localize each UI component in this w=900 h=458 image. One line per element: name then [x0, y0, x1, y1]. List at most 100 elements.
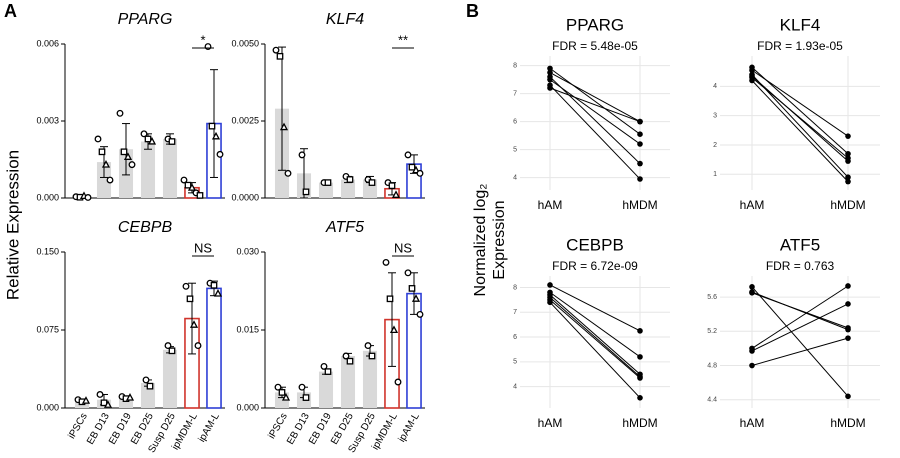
y-axis-label: Normalized log₂ [472, 184, 489, 297]
data-point [416, 169, 424, 177]
data-point [749, 290, 755, 296]
data-point [368, 352, 376, 360]
data-point [96, 391, 104, 398]
data-point [147, 136, 157, 145]
bar [206, 287, 222, 409]
bar [340, 179, 356, 198]
data-point [210, 281, 218, 289]
data-point [845, 158, 851, 164]
chart-subtitle: FDR = 0.763 [766, 259, 835, 273]
y-tick-label: 0.006 [36, 38, 59, 48]
bar [318, 371, 334, 408]
y-tick-label: 8 [513, 62, 517, 69]
series-line [549, 67, 641, 135]
bar [318, 182, 334, 198]
x-tick-label: hMDM [622, 198, 657, 212]
x-tick-label: hAM [538, 416, 563, 430]
x-tick-label: hMDM [830, 198, 865, 212]
series-line [751, 292, 849, 329]
data-point [284, 169, 292, 177]
y-tick-label: 0.000 [36, 402, 59, 412]
data-point [189, 320, 199, 328]
data-point [547, 69, 553, 76]
chart-title: PPARG [566, 15, 624, 34]
series-line [751, 69, 849, 137]
bar [162, 138, 178, 198]
significance-label: ** [398, 32, 408, 47]
y-tick-label: 0.0050 [231, 38, 259, 48]
x-tick-label: ipAM-L [197, 411, 223, 444]
data-point [186, 295, 194, 303]
x-tick-label: hMDM [622, 416, 657, 430]
data-point [120, 148, 128, 156]
y-tick-label: 0.015 [236, 324, 259, 334]
data-point [749, 67, 755, 74]
data-point [749, 362, 755, 369]
data-point [211, 131, 221, 140]
data-point [637, 141, 643, 147]
y-tick-label: 0.0025 [231, 115, 259, 125]
series-line [549, 296, 641, 378]
data-point [274, 383, 282, 391]
data-point [637, 160, 643, 167]
y-tick-label: 0.0000 [231, 192, 259, 202]
data-point [388, 182, 396, 190]
chart-subtitle: FDR = 5.48e-05 [552, 39, 638, 53]
x-tick-label: hAM [538, 198, 563, 212]
y-tick-label: 4.4 [707, 397, 717, 404]
y-tick-label: 8 [513, 284, 517, 291]
data-point [103, 400, 113, 408]
data-point [749, 348, 755, 354]
data-point [182, 282, 190, 290]
y-tick-label: 4 [513, 383, 517, 390]
chart-title: ATF5 [780, 235, 820, 254]
data-point [749, 73, 755, 79]
series-line [549, 79, 641, 145]
data-point [146, 382, 154, 390]
data-point [368, 179, 376, 186]
data-point [302, 394, 310, 401]
series-line [751, 303, 849, 352]
data-point [845, 283, 851, 289]
data-point [346, 176, 354, 183]
chart-title: CEBPB [566, 235, 624, 254]
data-point [637, 395, 643, 401]
data-point [94, 135, 102, 143]
data-point [411, 294, 421, 302]
data-point [116, 109, 124, 117]
data-point [279, 122, 289, 131]
data-point [187, 183, 197, 191]
data-point [123, 152, 133, 160]
data-point [164, 342, 172, 350]
data-point [845, 335, 851, 341]
panel-label: B [466, 1, 479, 21]
bar [362, 350, 378, 408]
y-tick-label: 1 [713, 171, 717, 178]
data-point [101, 160, 111, 168]
y-tick-label: 4.8 [707, 362, 717, 369]
bar [96, 162, 112, 198]
series-line [751, 285, 849, 349]
data-point [845, 174, 851, 181]
data-point [389, 325, 399, 334]
data-point [140, 130, 148, 138]
data-point [180, 176, 188, 184]
data-point [184, 181, 192, 189]
series-line [549, 294, 641, 375]
data-point [382, 258, 390, 266]
data-point [276, 52, 284, 60]
y-tick-label: 0.000 [236, 402, 259, 412]
y-tick-label: 0.150 [36, 246, 59, 256]
data-point [281, 393, 291, 401]
data-point [547, 65, 553, 72]
y-tick-label: 5.6 [707, 294, 717, 301]
bar [340, 356, 356, 408]
data-point [298, 151, 306, 159]
x-tick-label: hAM [740, 416, 765, 430]
significance-label: * [200, 32, 205, 47]
significance-label: NS [394, 240, 412, 255]
y-tick-label: 4 [513, 174, 517, 181]
y-tick-label: 5 [513, 146, 517, 153]
data-point [216, 150, 224, 158]
